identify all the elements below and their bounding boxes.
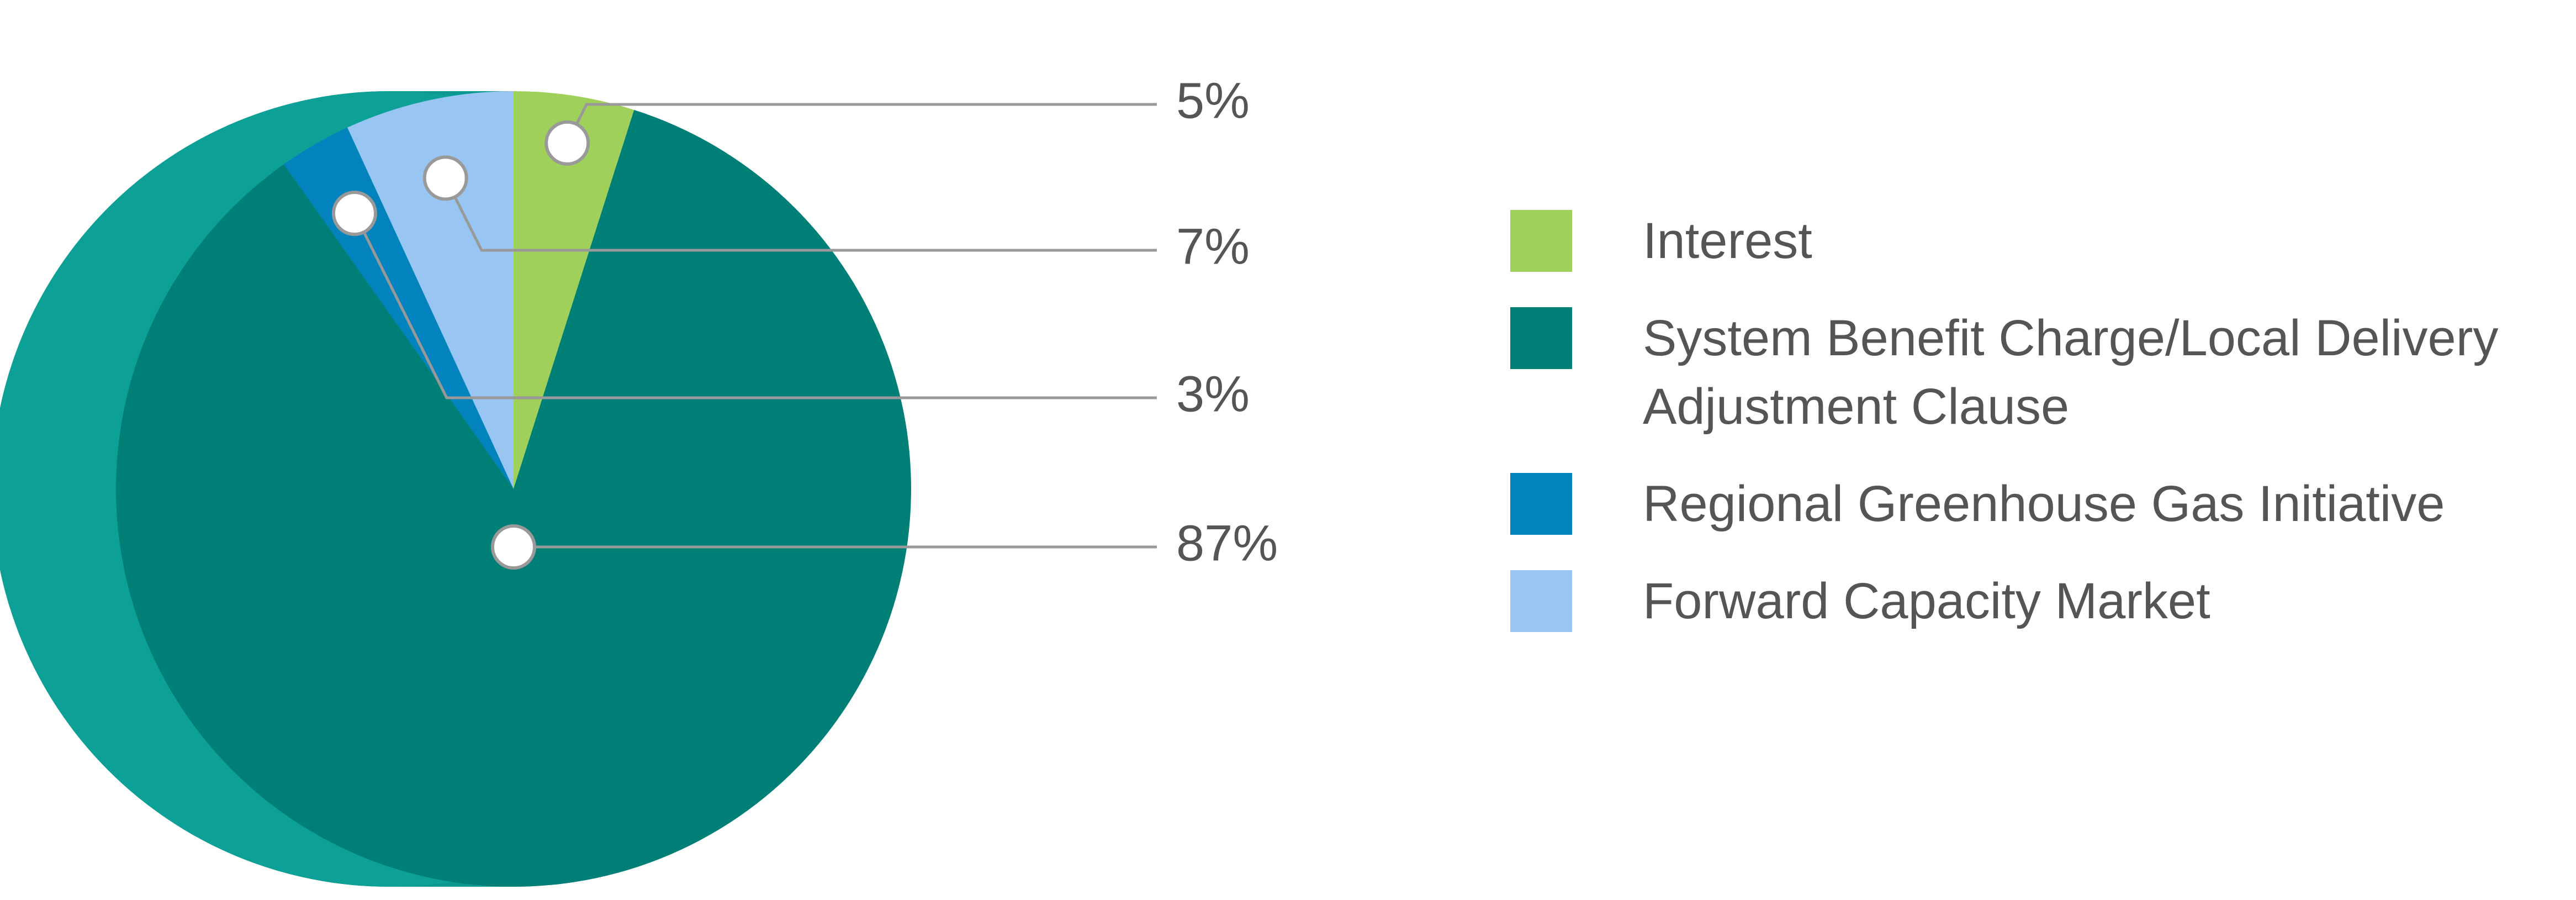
- pie-slice: [514, 91, 634, 489]
- legend-label: Regional Greenhouse Gas Initiative: [1643, 476, 2445, 532]
- data-label: 7%: [1176, 218, 1250, 275]
- pie-slice: [347, 91, 514, 489]
- legend-item: System Benefit Charge/Local Delivery Adj…: [1510, 307, 2559, 441]
- legend-label: System Benefit Charge/Local Delivery Adj…: [1643, 310, 2499, 435]
- leader-line: [444, 177, 1157, 252]
- legend-item: Regional Greenhouse Gas Initiative: [1510, 473, 2559, 538]
- legend-swatch: [1510, 473, 1572, 535]
- data-label: 5%: [1176, 72, 1250, 129]
- legend-swatch: [1510, 307, 1572, 369]
- legend-swatch: [1510, 570, 1572, 632]
- legend-item: Interest: [1510, 210, 2559, 275]
- label-marker: [422, 155, 468, 201]
- leader-line: [353, 213, 1157, 399]
- legend-label: Forward Capacity Market: [1643, 573, 2210, 629]
- label-marker: [544, 120, 590, 166]
- label-marker: [332, 191, 377, 236]
- legend: Interest System Benefit Charge/Local Deli…: [1510, 210, 2559, 667]
- data-label: 3%: [1176, 366, 1250, 422]
- label-marker: [491, 524, 536, 570]
- pie-slice: [115, 109, 911, 887]
- data-label: 87%: [1176, 515, 1278, 571]
- legend-label: Interest: [1643, 213, 1812, 269]
- legend-item: Forward Capacity Market: [1510, 570, 2559, 635]
- legend-swatch: [1510, 210, 1572, 272]
